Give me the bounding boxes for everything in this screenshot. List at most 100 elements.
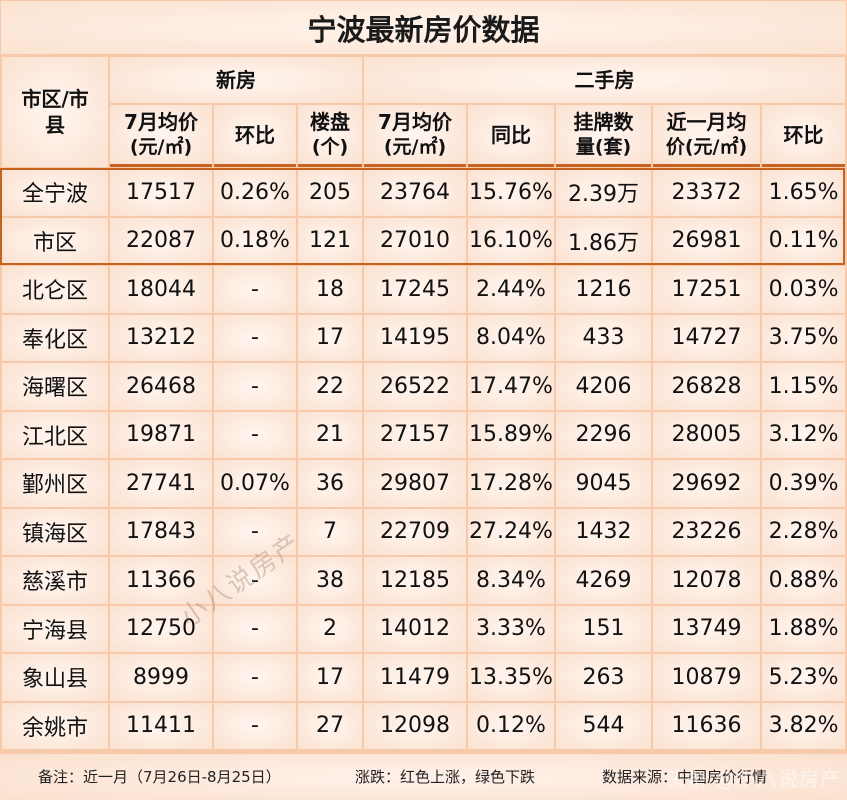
cell-resale-price: 12185 (364, 557, 466, 604)
header-new-col-2-line1: 楼盘 (310, 110, 350, 135)
table-row: 镇海区 17843-7 22709 27.24% 1432 23226 2.28% (2, 508, 846, 555)
cell-new-price: 17843 (110, 508, 212, 555)
cell-resale-yoy: 2.44% (468, 266, 554, 313)
header-resale-col-3-line2: 价(元/㎡) (665, 136, 748, 159)
cell-resale-mom: 0.88% (762, 557, 846, 604)
cell-region-name: 镇海区 (2, 508, 108, 555)
cell-projects: 36 (298, 460, 362, 507)
cell-resale-price: 26522 (364, 363, 466, 410)
cell-region-name: 江北区 (2, 411, 108, 458)
header-new-col-2: 楼盘 (个) (298, 105, 362, 167)
table-row: 宁海县 12750-2 14012 3.33% 151 13749 1.88% (2, 605, 846, 652)
cell-region-name: 海曙区 (2, 363, 108, 410)
cell-new-mom: - (214, 654, 296, 701)
cell-resale-yoy: 27.24% (468, 508, 554, 555)
cell-listings: 2.39万 (556, 169, 651, 216)
cell-resale-mom: 5.23% (762, 654, 846, 701)
cell-region-name: 余姚市 (2, 702, 108, 749)
cell-recent-price: 29692 (653, 460, 760, 507)
cell-listings: 4206 (556, 363, 651, 410)
table-row: 慈溪市 11366-38 12185 8.34% 4269 12078 0.88% (2, 557, 846, 604)
cell-resale-price: 29807 (364, 460, 466, 507)
cell-new-price: 12750 (110, 605, 212, 652)
cell-projects: 17 (298, 654, 362, 701)
cell-listings: 151 (556, 605, 651, 652)
cell-resale-price: 27157 (364, 411, 466, 458)
header-resale-col-0-line1: 7月均价 (378, 110, 452, 135)
cell-new-mom: - (214, 605, 296, 652)
cell-region-name: 慈溪市 (2, 557, 108, 604)
header-new-col-1: 环比 (214, 105, 296, 167)
page-title: 宁波最新房价数据 (1, 1, 846, 54)
cell-resale-price: 11479 (364, 654, 466, 701)
cell-new-mom: - (214, 314, 296, 361)
cell-new-mom: - (214, 411, 296, 458)
cell-new-mom: 0.26% (214, 169, 296, 216)
cell-listings: 4269 (556, 557, 651, 604)
cell-resale-mom: 2.28% (762, 508, 846, 555)
header-resale-col-4-line1: 环比 (783, 122, 824, 147)
header-resale-col-0-line2: (元/㎡) (383, 136, 447, 159)
cell-region-name: 宁海县 (2, 605, 108, 652)
cell-projects: 205 (298, 169, 362, 216)
table-row: 海曙区 26468-22 26522 17.47% 4206 26828 1.15% (2, 363, 846, 410)
cell-recent-price: 26981 (653, 217, 760, 264)
cell-projects: 2 (298, 605, 362, 652)
cell-new-price: 22087 (110, 217, 212, 264)
cell-recent-price: 13749 (653, 605, 760, 652)
cell-new-mom: - (214, 363, 296, 410)
footer-source: 数据来源：中国房价行情 (602, 768, 768, 786)
cell-resale-price: 23764 (364, 169, 466, 216)
cell-listings: 2296 (556, 411, 651, 458)
cell-resale-mom: 1.65% (762, 169, 846, 216)
header-group-new: 新房 (110, 57, 362, 103)
cell-new-price: 11411 (110, 702, 212, 749)
cell-recent-price: 17251 (653, 266, 760, 313)
cell-resale-price: 27010 (364, 217, 466, 264)
table-row: 象山县 8999-17 11479 13.35% 263 10879 5.23% (2, 654, 846, 701)
header-new-col-1-line1: 环比 (235, 122, 275, 147)
cell-resale-price: 17245 (364, 266, 466, 313)
cell-resale-yoy: 15.89% (468, 411, 554, 458)
header-resale-col-2: 挂牌数 量(套) (556, 105, 651, 167)
cell-new-price: 11366 (110, 557, 212, 604)
table-row: 鄞州区 27741 0.07% 36 29807 17.28% 9045 29692 0.39% (2, 460, 846, 507)
cell-new-mom: - (214, 508, 296, 555)
header-resale-col-2-line1: 挂牌数 (573, 110, 634, 135)
cell-new-price: 18044 (110, 266, 212, 313)
cell-recent-price: 11636 (653, 702, 760, 749)
header-new-col-0: 7月均价 (元/㎡) (110, 105, 212, 167)
cell-resale-mom: 0.11% (762, 217, 846, 264)
cell-region-name: 北仑区 (2, 266, 108, 313)
cell-resale-price: 14012 (364, 605, 466, 652)
cell-recent-price: 28005 (653, 411, 760, 458)
cell-projects: 38 (298, 557, 362, 604)
cell-resale-yoy: 16.10% (468, 217, 554, 264)
cell-projects: 27 (298, 702, 362, 749)
cell-listings: 263 (556, 654, 651, 701)
cell-resale-yoy: 3.33% (468, 605, 554, 652)
cell-resale-price: 14195 (364, 314, 466, 361)
header-resale-col-3-line1: 近一月均 (666, 110, 747, 135)
price-table: 市区/市县 新房 二手房 7月均价 (元/㎡) 环比 楼盘 (个) 7月均价 (元/㎡) 同比… (0, 55, 847, 751)
header-region: 市区/市县 (2, 57, 108, 167)
cell-new-price: 19871 (110, 411, 212, 458)
cell-recent-price: 12078 (653, 557, 760, 604)
cell-new-price: 13212 (110, 314, 212, 361)
cell-new-mom: 0.07% (214, 460, 296, 507)
cell-listings: 433 (556, 314, 651, 361)
cell-new-mom: - (214, 557, 296, 604)
cell-resale-yoy: 15.76% (468, 169, 554, 216)
cell-listings: 1.86万 (556, 217, 651, 264)
header-new-col-0-line1: 7月均价 (124, 110, 198, 135)
cell-resale-price: 12098 (364, 702, 466, 749)
cell-resale-mom: 0.03% (762, 266, 846, 313)
cell-resale-mom: 1.88% (762, 605, 846, 652)
cell-resale-yoy: 17.47% (468, 363, 554, 410)
cell-resale-yoy: 8.04% (468, 314, 554, 361)
table-row: 余姚市 11411-27 12098 0.12% 544 11636 3.82% (2, 702, 846, 749)
cell-recent-price: 10879 (653, 654, 760, 701)
cell-resale-yoy: 13.35% (468, 654, 554, 701)
cell-listings: 1432 (556, 508, 651, 555)
